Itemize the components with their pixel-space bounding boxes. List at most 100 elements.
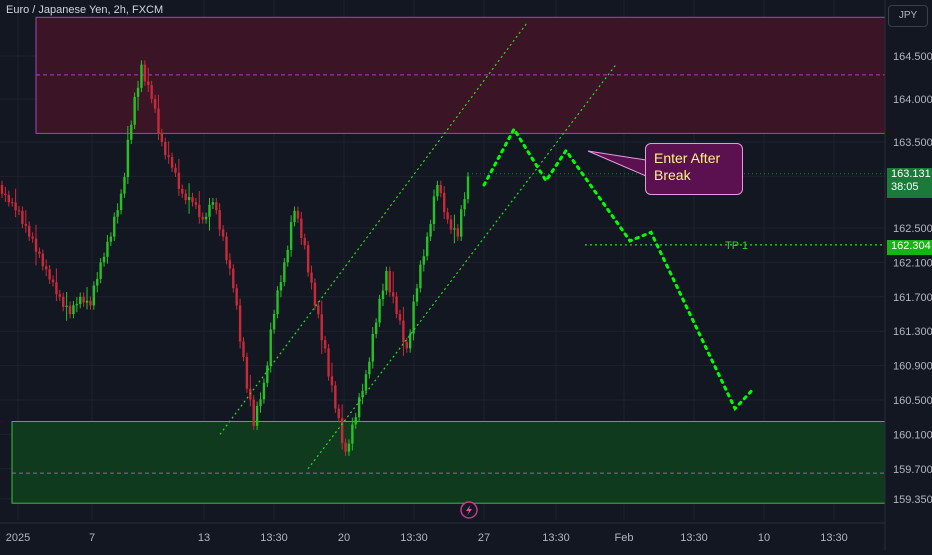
x-tick-label: 13:30 — [820, 532, 848, 544]
bar-countdown: 38:05 — [891, 181, 919, 193]
candle-body — [0, 185, 4, 194]
candle-body — [272, 314, 276, 330]
candle-body — [415, 288, 419, 302]
tp-price-tag: 162.304 — [887, 240, 932, 255]
candle-body — [432, 196, 436, 225]
candle-body — [347, 443, 351, 452]
y-tick-label: 159.350 — [893, 494, 932, 506]
candle-body — [28, 225, 31, 237]
candle-body — [405, 342, 408, 349]
candle-body — [34, 238, 38, 252]
currency-button[interactable]: JPY — [888, 5, 928, 27]
current-price-tag: 163.131 38:05 — [887, 168, 932, 198]
candle-body — [327, 348, 330, 377]
x-tick-label: 13:30 — [260, 532, 288, 544]
y-tick-label: 162.100 — [893, 257, 932, 269]
candle-body — [38, 251, 41, 254]
candle-body — [442, 192, 446, 213]
callout-enter-after-break[interactable]: Enter After Break — [645, 143, 743, 195]
candle-body — [177, 172, 181, 189]
candle-body — [62, 296, 65, 307]
candle-body — [157, 108, 160, 134]
candle-body — [232, 268, 235, 289]
candle-body — [419, 264, 422, 289]
candle-body — [429, 224, 432, 237]
candle-body — [351, 424, 354, 444]
candle-body — [126, 139, 130, 178]
candle-body — [361, 390, 364, 398]
candle-body — [218, 210, 221, 230]
candle-body — [385, 271, 388, 291]
candle-body — [75, 304, 79, 306]
candle-body — [48, 269, 51, 280]
candle-body — [286, 249, 289, 263]
candle-body — [82, 296, 85, 303]
y-tick-label: 161.300 — [893, 326, 932, 338]
candle-body — [198, 204, 201, 217]
x-tick-label: 2025 — [6, 532, 30, 544]
y-tick-label: 160.500 — [893, 395, 932, 407]
x-tick-label: 10 — [758, 532, 770, 544]
candle-body — [204, 216, 208, 220]
candle-body — [306, 245, 310, 273]
candle-body — [388, 271, 391, 293]
candle-body — [11, 202, 14, 204]
candle-body — [191, 197, 194, 203]
candle-body — [313, 282, 317, 306]
candle-body — [391, 292, 395, 297]
candle-body — [398, 314, 402, 321]
candle-body — [79, 296, 82, 305]
candle-body — [68, 305, 72, 314]
channel-upper-line — [219, 21, 529, 435]
y-tick-label: 160.100 — [893, 429, 932, 441]
candle-body — [85, 300, 89, 303]
candle-body — [300, 218, 303, 238]
candle-body — [41, 253, 45, 267]
candle-body — [58, 294, 62, 297]
candle-body — [456, 228, 459, 237]
candle-body — [344, 442, 347, 452]
candle-body — [181, 188, 184, 194]
lightning-icon[interactable] — [460, 501, 478, 519]
y-tick-label: 160.900 — [893, 361, 932, 373]
candle-body — [262, 382, 266, 400]
candle-body — [252, 399, 255, 426]
candle-body — [89, 300, 92, 306]
candle-body — [99, 262, 102, 279]
tp1-label: TP 1 — [725, 240, 749, 252]
candle-body — [45, 266, 48, 270]
candle-body — [167, 155, 170, 157]
candle-body — [283, 262, 286, 283]
candle-body — [323, 340, 327, 349]
candle-body — [147, 81, 150, 86]
candle-body — [106, 241, 109, 257]
candle-body — [208, 204, 211, 217]
x-tick-label: Feb — [615, 532, 634, 544]
y-tick-label: 162.500 — [893, 223, 932, 235]
candle-body — [425, 236, 429, 257]
candle-body — [143, 64, 147, 82]
candle-body — [266, 365, 269, 383]
candle-body — [4, 193, 7, 195]
candle-body — [459, 209, 463, 237]
candle-body — [317, 305, 320, 315]
candle-body — [133, 96, 136, 125]
candle-body — [102, 256, 106, 263]
candle-body — [136, 87, 140, 97]
candle-body — [276, 290, 279, 314]
candle-body — [279, 282, 283, 291]
x-tick-label: 27 — [478, 532, 490, 544]
candle-body — [436, 185, 439, 197]
y-tick-label: 164.500 — [893, 51, 932, 63]
candle-body — [184, 193, 187, 201]
candle-body — [463, 199, 466, 210]
y-tick-label: 159.700 — [893, 464, 932, 476]
candle-body — [17, 210, 21, 212]
candle-body — [164, 142, 167, 156]
x-tick-label: 13:30 — [680, 532, 708, 544]
x-tick-label: 20 — [338, 532, 350, 544]
tp-price-value: 162.304 — [891, 240, 931, 252]
candle-body — [364, 374, 368, 391]
